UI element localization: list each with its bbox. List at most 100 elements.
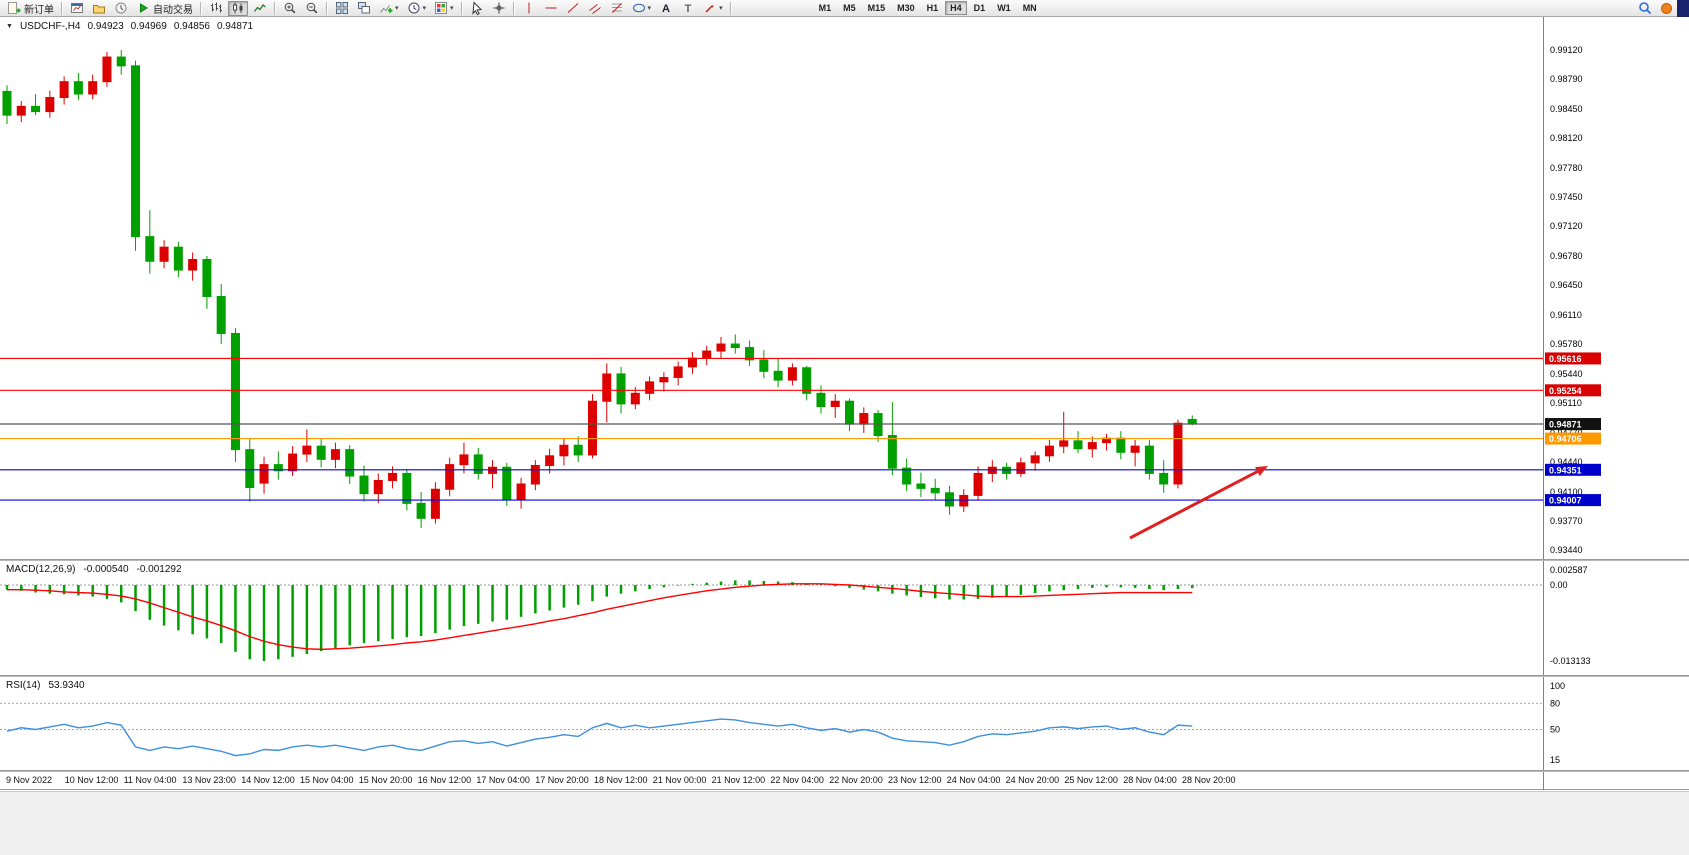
- price-chart-panel: 0.99120 0.98790 0.98450 0.98120 0.97780 0.974…: [0, 17, 1689, 559]
- panel-splitter[interactable]: [0, 770, 1689, 772]
- time-label: 21 Nov 12:00: [711, 775, 766, 785]
- price-tag-label: 0.94351: [1549, 465, 1582, 475]
- cascade-windows-button[interactable]: [354, 1, 374, 16]
- time-label: 22 Nov 04:00: [770, 775, 824, 785]
- fibonacci-tool-button[interactable]: [607, 1, 627, 16]
- timeframe-h4-button[interactable]: H4: [945, 1, 967, 15]
- new-order-button[interactable]: 新订单: [4, 1, 57, 16]
- open-value: 0.94923: [87, 21, 124, 32]
- zoom-out-icon: [306, 2, 318, 14]
- ind-plus-icon: [380, 5, 393, 13]
- time-label: 11 Nov 04:00: [123, 775, 177, 785]
- data-window-button[interactable]: [111, 1, 131, 16]
- line-chart-mode-button[interactable]: [250, 1, 270, 16]
- candle-body: [816, 392, 826, 408]
- macd-signal-value: -0.001292: [136, 564, 182, 575]
- timeframe-m15-button[interactable]: M15: [867, 3, 886, 13]
- profiles-button[interactable]: [89, 1, 109, 16]
- time-label: 15 Nov 04:00: [300, 775, 354, 785]
- timeframe-m5-button[interactable]: M5: [843, 3, 856, 13]
- price-tick: 0.95440: [1550, 369, 1583, 379]
- timeframe-group: M1 M5 M15 M30 H1 H4 D1 W1 MN: [813, 1, 1043, 15]
- autotrading-button[interactable]: 自动交易: [133, 1, 196, 16]
- shapes-tool-button[interactable]: ▾: [629, 1, 655, 16]
- price-tick: 0.94440: [1550, 457, 1583, 467]
- candle-body: [402, 472, 412, 504]
- macd-tick: 0.002587: [1550, 565, 1588, 575]
- candle-body: [1016, 462, 1026, 474]
- crosshair-tool-button[interactable]: [489, 1, 509, 16]
- candle-body: [859, 413, 869, 425]
- macd-canvas[interactable]: 0.002587 0.00 -0.013133: [0, 561, 1689, 675]
- timeframe-mn-button[interactable]: MN: [1022, 3, 1037, 13]
- indicators-button[interactable]: ▾: [376, 1, 402, 16]
- chevron-down-icon: ▾: [450, 5, 454, 12]
- candle-body: [445, 464, 455, 490]
- rsi-canvas[interactable]: 100 80 50 15: [0, 677, 1689, 770]
- label-tool-button[interactable]: T: [678, 1, 698, 16]
- trend-arrow-head[interactable]: [1255, 466, 1268, 476]
- search-button[interactable]: [1635, 1, 1655, 16]
- panel-splitter[interactable]: [0, 675, 1689, 677]
- candle-chart-mode-button[interactable]: [228, 0, 248, 16]
- candles-icon: [233, 2, 243, 14]
- text-tool-button[interactable]: A: [656, 1, 676, 16]
- toolbar-separator: [61, 1, 63, 15]
- horizontal-line-tool-button[interactable]: [541, 1, 561, 16]
- vline-icon: [528, 2, 530, 14]
- candle-body: [716, 343, 726, 352]
- candle-body: [302, 445, 312, 455]
- panel-splitter[interactable]: [0, 559, 1689, 561]
- arrow-style-icon: [705, 4, 714, 13]
- cursor-tool-button[interactable]: [467, 1, 487, 16]
- toolbar-separator: [274, 1, 276, 15]
- time-axis[interactable]: 9 Nov 2022 10 Nov 12:00 11 Nov 04:00 13 Nov…: [0, 772, 1689, 790]
- price-tick: 0.95110: [1550, 398, 1582, 408]
- timeframe-m1-button[interactable]: M1: [818, 3, 832, 13]
- price-tag-label: 0.94706: [1549, 434, 1582, 444]
- candle-body: [673, 366, 683, 378]
- candle-body: [559, 444, 569, 457]
- community-badge-icon[interactable]: [1661, 2, 1672, 14]
- timeframe-d1-button[interactable]: D1: [973, 3, 986, 13]
- timeframe-m30-button[interactable]: M30: [897, 3, 915, 13]
- candle-body: [330, 449, 340, 460]
- rsi-tick: 15: [1550, 755, 1560, 765]
- svg-text:T: T: [685, 3, 692, 15]
- low-value: 0.94856: [173, 21, 210, 32]
- price-chart-canvas[interactable]: 0.99120 0.98790 0.98450 0.98120 0.97780 0.974…: [0, 17, 1689, 559]
- price-tick: 0.98790: [1550, 74, 1583, 84]
- fibo-icon: [611, 3, 622, 13]
- arrows-tool-button[interactable]: ▾: [700, 1, 726, 16]
- profiles-icon: [93, 5, 105, 14]
- candle-body: [1087, 442, 1097, 450]
- time-label: 24 Nov 04:00: [946, 775, 1001, 785]
- candle-body: [88, 81, 98, 95]
- periods-button[interactable]: ▾: [404, 1, 430, 16]
- clock-icon: [408, 2, 420, 14]
- tile-windows-button[interactable]: [332, 1, 352, 16]
- trend-arrow[interactable]: [1129, 470, 1259, 540]
- toolbar-separator: [200, 1, 202, 15]
- bar-chart-mode-button[interactable]: [206, 1, 226, 16]
- timeframe-h1-button[interactable]: H1: [926, 3, 939, 13]
- line-chart-icon: [253, 4, 266, 12]
- candle-body: [188, 259, 198, 271]
- candle-body: [73, 81, 83, 95]
- zoom-in-button[interactable]: [280, 1, 300, 16]
- timeframe-w1-button[interactable]: W1: [997, 3, 1011, 13]
- trendline-tool-button[interactable]: [563, 1, 583, 16]
- channel-tool-button[interactable]: [585, 1, 605, 16]
- zoom-out-button[interactable]: [302, 1, 322, 16]
- collapse-arrow-icon[interactable]: ▼: [6, 23, 13, 30]
- candle-body: [373, 479, 383, 495]
- chart-header: ▼ USDCHF-,H4 0.94923 0.94969 0.94856 0.9…: [6, 21, 253, 32]
- chart-window-button[interactable]: [67, 1, 87, 16]
- candle-body: [359, 475, 369, 495]
- vertical-line-tool-button[interactable]: [519, 1, 539, 16]
- templates-button[interactable]: ▾: [431, 1, 457, 16]
- candle-body: [259, 464, 269, 484]
- cascade-icon: [358, 2, 370, 14]
- candle-body: [887, 435, 897, 469]
